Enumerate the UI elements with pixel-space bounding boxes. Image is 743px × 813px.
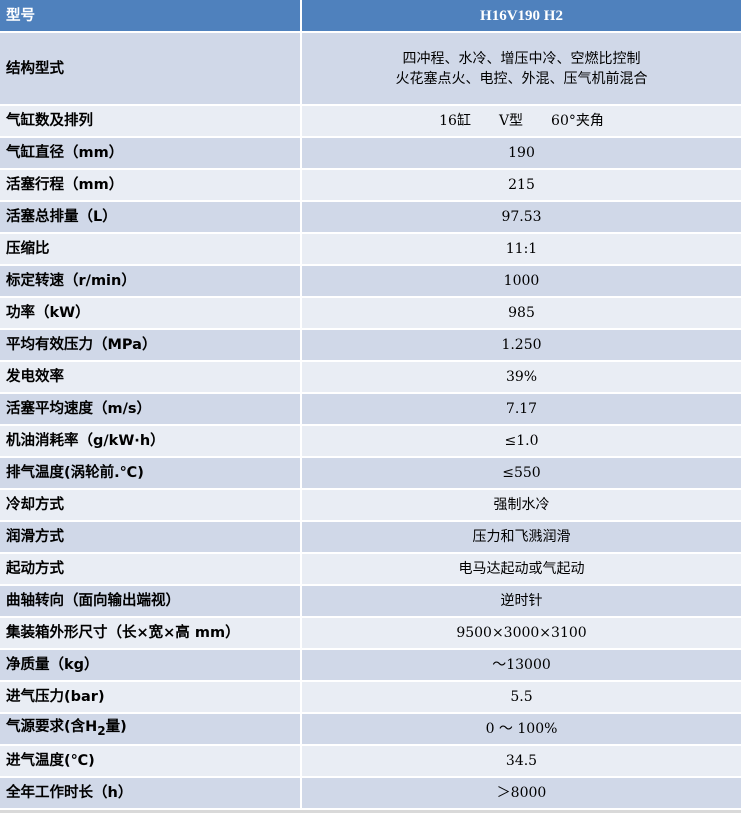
table-row: 结构型式 四冲程、水冷、增压中冷、空燃比控制 火花塞点火、电控、外混、压气机前混合 bbox=[0, 33, 741, 106]
row-label: 压缩比 bbox=[0, 234, 302, 266]
row-label: 活塞平均速度（m/s） bbox=[0, 394, 302, 426]
table-row: 活塞平均速度（m/s） 7.17 bbox=[0, 394, 741, 426]
row-value-line: 四冲程、水冷、增压中冷、空燃比控制 bbox=[402, 50, 641, 67]
table-row: 冷却方式 强制水冷 bbox=[0, 490, 741, 522]
table-row: 气缸数及排列 16缸 V型 60°夹角 bbox=[0, 106, 741, 138]
table-row: 机油消耗率（g/kW·h） ≤1.0 bbox=[0, 426, 741, 458]
row-value: 强制水冷 bbox=[302, 490, 741, 522]
row-label: 起动方式 bbox=[0, 554, 302, 586]
row-label: 活塞行程（mm） bbox=[0, 170, 302, 202]
row-label: 活塞总排量（L） bbox=[0, 202, 302, 234]
row-value-line: 火花塞点火、电控、外混、压气机前混合 bbox=[395, 70, 648, 87]
row-value: ～13000 bbox=[302, 650, 741, 682]
row-value: ≤1.0 bbox=[302, 426, 741, 458]
row-label: 标定转速（r/min） bbox=[0, 266, 302, 298]
row-label-part: 气源要求(含H bbox=[6, 719, 98, 736]
row-label: 平均有效压力（MPa） bbox=[0, 330, 302, 362]
row-value: 97.53 bbox=[302, 202, 741, 234]
row-label: 气缸数及排列 bbox=[0, 106, 302, 138]
row-label: 冷却方式 bbox=[0, 490, 302, 522]
row-label: 曲轴转向（面向输出端视） bbox=[0, 586, 302, 618]
row-value: 34.5 bbox=[302, 746, 741, 778]
row-label-part: 量) bbox=[105, 719, 127, 736]
row-value: 0 ～ 100% bbox=[302, 714, 741, 746]
header-value: H16V190 H2 bbox=[302, 0, 741, 33]
row-label: 排气温度(涡轮前.℃) bbox=[0, 458, 302, 490]
row-value: 电马达起动或气起动 bbox=[302, 554, 741, 586]
row-value: 39% bbox=[302, 362, 741, 394]
table-row: 压缩比 11:1 bbox=[0, 234, 741, 266]
row-value: 7.17 bbox=[302, 394, 741, 426]
table-row: 进气温度(℃) 34.5 bbox=[0, 746, 741, 778]
row-label: 发电效率 bbox=[0, 362, 302, 394]
row-label: 润滑方式 bbox=[0, 522, 302, 554]
table-row: 平均有效压力（MPa） 1.250 bbox=[0, 330, 741, 362]
table-header-row: 型号 H16V190 H2 bbox=[0, 0, 741, 33]
table-row: 进气压力(bar) 5.5 bbox=[0, 682, 741, 714]
table-row: 发电效率 39% bbox=[0, 362, 741, 394]
row-value: 215 bbox=[302, 170, 741, 202]
header-label: 型号 bbox=[0, 0, 302, 33]
table-row: 润滑方式 压力和飞溅润滑 bbox=[0, 522, 741, 554]
table-row: 全年工作时长（h） ＞8000 bbox=[0, 778, 741, 810]
table-row: 标定转速（r/min） 1000 bbox=[0, 266, 741, 298]
row-value: 1000 bbox=[302, 266, 741, 298]
table-row: 活塞行程（mm） 215 bbox=[0, 170, 741, 202]
table-row: 起动方式 电马达起动或气起动 bbox=[0, 554, 741, 586]
table-row: 活塞总排量（L） 97.53 bbox=[0, 202, 741, 234]
row-value: 190 bbox=[302, 138, 741, 170]
row-value: 1.250 bbox=[302, 330, 741, 362]
table-row: 净质量（kg） ～13000 bbox=[0, 650, 741, 682]
row-value: 11:1 bbox=[302, 234, 741, 266]
row-label: 气缸直径（mm） bbox=[0, 138, 302, 170]
table-row: 功率（kW） 985 bbox=[0, 298, 741, 330]
row-label: 气源要求(含H2量) bbox=[0, 714, 302, 746]
row-label: 功率（kW） bbox=[0, 298, 302, 330]
row-value: 压力和飞溅润滑 bbox=[302, 522, 741, 554]
row-value: 5.5 bbox=[302, 682, 741, 714]
row-label-part: 2 bbox=[97, 723, 106, 738]
row-label: 结构型式 bbox=[0, 33, 302, 106]
row-value: 9500×3000×3100 bbox=[302, 618, 741, 650]
row-value: 逆时针 bbox=[302, 586, 741, 618]
row-label: 进气压力(bar) bbox=[0, 682, 302, 714]
table-row: 集装箱外形尺寸（长×宽×高 mm） 9500×3000×3100 bbox=[0, 618, 741, 650]
table-row: 曲轴转向（面向输出端视） 逆时针 bbox=[0, 586, 741, 618]
row-value: 985 bbox=[302, 298, 741, 330]
row-label: 集装箱外形尺寸（长×宽×高 mm） bbox=[0, 618, 302, 650]
row-label: 净质量（kg） bbox=[0, 650, 302, 682]
row-label: 全年工作时长（h） bbox=[0, 778, 302, 810]
table-row: 气缸直径（mm） 190 bbox=[0, 138, 741, 170]
row-value: 16缸 V型 60°夹角 bbox=[302, 106, 741, 138]
row-label: 进气温度(℃) bbox=[0, 746, 302, 778]
row-value: 四冲程、水冷、增压中冷、空燃比控制 火花塞点火、电控、外混、压气机前混合 bbox=[302, 33, 741, 106]
table-row: 气源要求(含H2量) 0 ～ 100% bbox=[0, 714, 741, 746]
row-label: 机油消耗率（g/kW·h） bbox=[0, 426, 302, 458]
row-value: ＞8000 bbox=[302, 778, 741, 810]
row-value: ≤550 bbox=[302, 458, 741, 490]
table-row: 排气温度(涡轮前.℃) ≤550 bbox=[0, 458, 741, 490]
